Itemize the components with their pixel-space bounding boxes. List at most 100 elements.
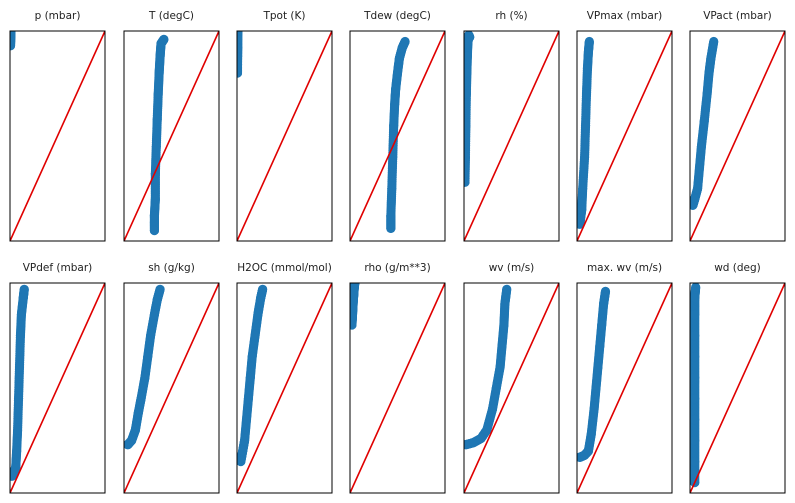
reference-line [577, 283, 672, 493]
scatter-point [704, 68, 714, 78]
scatter-point [152, 114, 162, 124]
scatter-point [392, 68, 403, 78]
subplot-title: Tdew (degC) [363, 10, 431, 22]
scatter-series [464, 284, 512, 450]
plot-content [690, 283, 785, 493]
plot-frame [349, 282, 446, 494]
subplot-1: p (mbar) [9, 10, 106, 242]
scatter-point [581, 89, 592, 99]
reference-line [350, 31, 445, 241]
scatter-point [465, 32, 475, 42]
scatter-point [702, 89, 712, 99]
reference-line [577, 31, 672, 241]
subplot-title: wv (m/s) [489, 262, 535, 274]
subplot-title: rh (%) [495, 10, 527, 22]
scatter-point [140, 372, 150, 383]
plot-frame [9, 282, 106, 494]
scatter-point [468, 438, 479, 448]
plot-frame [236, 30, 333, 242]
scatter-point [350, 283, 360, 288]
scatter-point [394, 53, 404, 63]
scatter-point [599, 299, 609, 309]
scatter-point [152, 295, 162, 305]
scatter-point [13, 393, 24, 404]
scatter-point [11, 463, 21, 473]
reference-line [464, 283, 559, 493]
scatter-point [706, 53, 716, 63]
plot-frame [463, 282, 560, 494]
scatter-point [577, 219, 585, 229]
plot-content [577, 31, 672, 241]
subplot-title: rho (g/m**3) [364, 262, 430, 274]
scatter-point [690, 435, 700, 446]
scatter-point [127, 435, 137, 446]
plot-frame [123, 30, 220, 242]
scatter-point [600, 286, 611, 296]
subplot-title: sh (g/kg) [148, 262, 195, 274]
scatter-point [237, 60, 243, 70]
scatter-point [586, 429, 596, 439]
scatter-point [690, 414, 700, 425]
subplot-2: T (degC) [123, 10, 220, 242]
reference-line [10, 31, 105, 241]
scatter-point [464, 440, 471, 450]
scatter-point [256, 293, 266, 303]
scatter-point [583, 446, 594, 456]
scatter-point [690, 351, 700, 362]
scatter-series [386, 36, 410, 233]
scatter-point [387, 183, 397, 194]
plot-content [124, 283, 219, 493]
scatter-point [240, 435, 250, 446]
scatter-point [709, 36, 719, 47]
scatter-point [153, 89, 163, 99]
scatter-point [19, 284, 29, 294]
scatter-point [690, 372, 700, 383]
scatter-point [386, 211, 396, 221]
scatter-point [159, 34, 169, 45]
scatter-point [482, 425, 492, 435]
scatter-series [690, 36, 719, 210]
scatter-point [258, 284, 268, 294]
subplot-12: wv (m/s) [463, 262, 560, 494]
reference-line [237, 283, 332, 493]
scatter-point [464, 89, 471, 99]
scatter-point [350, 320, 357, 330]
subplot-title: wd (deg) [714, 262, 761, 274]
scatter-point [591, 383, 601, 393]
scatter-point [577, 204, 587, 215]
scatter-point [243, 393, 253, 404]
reference-line [237, 31, 332, 241]
scatter-point [18, 293, 28, 303]
plot-content [577, 283, 672, 493]
scatter-point [155, 51, 165, 61]
scatter-point [253, 309, 263, 320]
scatter-point [589, 404, 599, 414]
scatter-point [13, 425, 23, 435]
scatter-point [583, 47, 594, 57]
subplot-13: max. wv (m/s) [576, 262, 673, 494]
scatter-point [146, 330, 156, 341]
plot-content [237, 283, 332, 493]
subplot-4: Tdew (degC) [349, 10, 446, 242]
plot-frame [689, 30, 786, 242]
subplot-8: VPdef (mbar) [9, 262, 106, 494]
scatter-point [500, 299, 510, 309]
subplot-title: H2OC (mmol/mol) [237, 262, 332, 274]
scatter-point [690, 330, 700, 341]
scatter-point [690, 456, 700, 467]
plot-content [690, 31, 785, 241]
subplot-9: sh (g/kg) [123, 262, 220, 494]
plot-frame [123, 282, 220, 494]
scatter-point [388, 152, 398, 162]
scatter-point [12, 446, 22, 456]
plot-frame [9, 30, 106, 242]
scatter-series [577, 36, 594, 229]
subplot-10: H2OC (mmol/mol) [236, 262, 333, 494]
scatter-series [10, 31, 16, 51]
reference-line [124, 31, 219, 241]
subplot-3: Tpot (K) [236, 10, 333, 242]
scatter-point [582, 64, 593, 74]
scatter-point [491, 383, 501, 393]
scatter-point [389, 120, 399, 131]
